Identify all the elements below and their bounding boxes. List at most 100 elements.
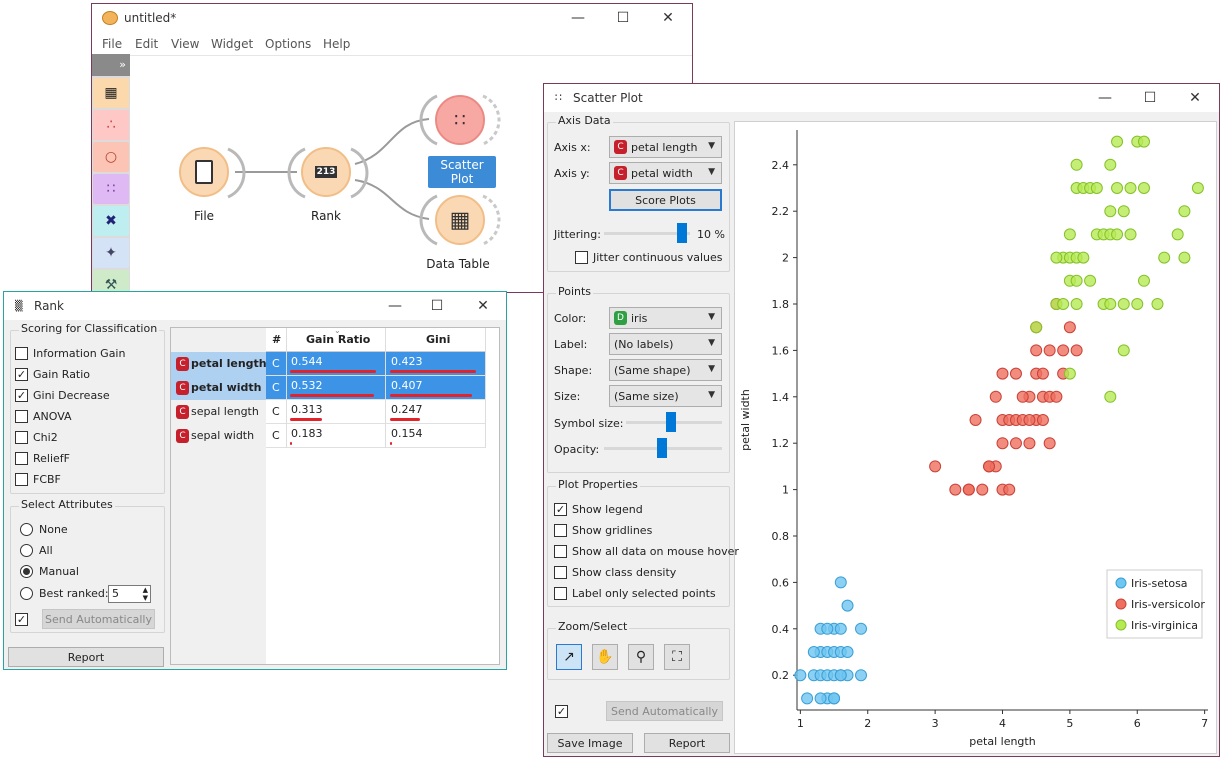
menu-file[interactable]: File — [102, 37, 123, 51]
plot-prop-show-all-data-on-mouse-hover[interactable]: Show all data on mouse hover — [554, 545, 739, 558]
header-gain-ratio[interactable]: Gain Ratio — [306, 333, 371, 346]
radio-none[interactable]: None — [20, 523, 68, 536]
best-ranked-spinbox[interactable]: 5 ▲ ▼ — [108, 585, 151, 603]
checkbox-box[interactable] — [554, 524, 567, 537]
other-category-icon[interactable]: ✦ — [93, 238, 129, 268]
toolbox-toggle[interactable]: » — [92, 54, 130, 76]
menu-edit[interactable]: Edit — [135, 37, 159, 51]
scatter-plot-node[interactable]: ∷ — [435, 95, 485, 145]
scatter-minimize-button[interactable]: — — [1098, 90, 1112, 106]
model-category-icon[interactable]: ○ — [93, 142, 129, 172]
scorer-checkbox-relieff[interactable]: ReliefF — [15, 452, 70, 465]
rank-node[interactable]: 213 — [301, 147, 351, 197]
plot-prop-label-only-selected-points[interactable]: Label only selected points — [554, 587, 716, 600]
checkbox-box[interactable] — [15, 473, 28, 486]
jittering-slider-handle[interactable] — [677, 223, 687, 243]
scatter-auto-send-checkbox[interactable]: ✓ — [555, 705, 568, 718]
select-tool-icon[interactable]: ↗ — [556, 644, 582, 670]
scorer-checkbox-information-gain[interactable]: Information Gain — [15, 347, 125, 360]
x-tick-label: 4 — [999, 717, 1006, 730]
spin-arrows-icon[interactable]: ▲ ▼ — [142, 586, 148, 602]
scatter-plot-svg[interactable]: 1 2 3 4 5 6 7 0.2 0.4 0.6 0.8 1 1.2 1.4 1.6 1.8 2 2.2 2.4 p… — [735, 122, 1218, 755]
scatter-send-automatically-button[interactable]: Send Automatically — [606, 701, 723, 721]
axis-x-combo[interactable]: C petal length ▼ — [609, 136, 722, 158]
pan-tool-icon[interactable]: ✋ — [592, 644, 618, 670]
checkbox-box[interactable] — [15, 410, 28, 423]
menu-widget[interactable]: Widget — [211, 37, 254, 51]
y-tick-label: 2 — [782, 252, 789, 265]
jittering-slider-track[interactable] — [604, 232, 690, 235]
evaluate-category-icon[interactable]: ∷ — [93, 174, 129, 204]
scorer-checkbox-anova[interactable]: ANOVA — [15, 410, 72, 423]
symbol-size-slider-handle[interactable] — [666, 412, 676, 432]
data-point-iris-setosa — [834, 576, 847, 589]
minimize-button[interactable]: — — [571, 10, 585, 26]
checkbox-box[interactable] — [15, 431, 28, 444]
data-category-icon[interactable]: ▦ — [93, 78, 129, 108]
data-point-iris-virginica — [1191, 182, 1204, 194]
plot-prop-show-gridlines[interactable]: Show gridlines — [554, 524, 652, 537]
auto-send-checkbox[interactable]: ✓ — [15, 613, 28, 626]
dropdown-arrow-icon: ▼ — [708, 390, 715, 400]
send-automatically-button[interactable]: Send Automatically — [42, 609, 155, 629]
data-table-node[interactable]: ▦ — [435, 195, 485, 245]
color-combo[interactable]: D iris ▼ — [609, 307, 722, 329]
checkbox-box[interactable] — [15, 347, 28, 360]
shape-combo[interactable]: (Same shape) ▼ — [609, 359, 722, 381]
maximize-button[interactable]: ☐ — [616, 10, 630, 26]
scatter-close-button[interactable]: ✕ — [1189, 90, 1201, 106]
close-button[interactable]: ✕ — [662, 10, 674, 26]
size-combo[interactable]: (Same size) ▼ — [609, 385, 722, 407]
radio-manual[interactable]: Manual — [20, 565, 79, 578]
scorer-checkbox-gain-ratio[interactable]: ✓ Gain Ratio — [15, 368, 90, 381]
checkbox-box[interactable] — [554, 587, 567, 600]
dropdown-arrow-icon: ▼ — [708, 364, 715, 374]
rank-close-button[interactable]: ✕ — [477, 298, 489, 314]
gini-bar — [390, 394, 472, 397]
data-point-iris-setosa — [855, 622, 868, 635]
menu-options[interactable]: Options — [265, 37, 312, 51]
checkbox-box[interactable] — [554, 545, 567, 558]
save-image-button[interactable]: Save Image — [547, 733, 633, 753]
checkbox-box[interactable]: ✓ — [15, 368, 28, 381]
report-button[interactable]: Report — [8, 647, 164, 667]
attribute-type: C — [272, 405, 280, 418]
header-index[interactable]: # — [272, 333, 282, 346]
plot-prop-show-class-density[interactable]: Show class density — [554, 566, 676, 579]
plot-area[interactable]: 1 2 3 4 5 6 7 0.2 0.4 0.6 0.8 1 1.2 1.4 1.6 1.8 2 2.2 2.4 p… — [734, 121, 1217, 754]
scorer-checkbox-fcbf[interactable]: FCBF — [15, 473, 61, 486]
radio-best-ranked[interactable]: Best ranked: — [20, 587, 109, 600]
checkbox-box[interactable]: ✓ — [554, 503, 567, 516]
scatter-maximize-button[interactable]: ☐ — [1143, 90, 1157, 106]
opacity-slider-handle[interactable] — [657, 438, 667, 458]
menu-view[interactable]: View — [171, 37, 200, 51]
menu-help[interactable]: Help — [323, 37, 351, 51]
axis-y-combo[interactable]: C petal width ▼ — [609, 162, 722, 184]
jitter-continuous-checkbox[interactable]: Jitter continuous values — [575, 251, 722, 264]
plot-prop-show-legend[interactable]: ✓ Show legend — [554, 503, 643, 516]
unsupervised-category-icon[interactable]: ✖ — [93, 206, 129, 236]
reset-zoom-icon[interactable]: ⛶ — [664, 644, 690, 670]
radio-all[interactable]: All — [20, 544, 53, 557]
file-node[interactable] — [179, 147, 229, 197]
zoom-tool-icon[interactable]: ⚲ — [628, 644, 654, 670]
checkbox-box[interactable] — [554, 566, 567, 579]
rank-maximize-button[interactable]: ☐ — [430, 298, 444, 314]
checkbox-box[interactable] — [15, 452, 28, 465]
scorer-checkbox-gini-decrease[interactable]: ✓ Gini Decrease — [15, 389, 110, 402]
scorer-checkbox-chi2[interactable]: Chi2 — [15, 431, 58, 444]
axis-x-label: Axis x: — [554, 141, 591, 154]
header-gini[interactable]: Gini — [426, 333, 451, 346]
label-combo[interactable]: (No labels) ▼ — [609, 333, 722, 355]
rank-minimize-button[interactable]: — — [388, 298, 402, 314]
scatter-report-button[interactable]: Report — [644, 733, 730, 753]
score-plots-button[interactable]: Score Plots — [609, 189, 722, 211]
visualize-category-icon[interactable]: ∴ — [93, 110, 129, 140]
data-point-iris-versicolor — [929, 460, 942, 473]
checkbox-box[interactable]: ✓ — [15, 389, 28, 402]
